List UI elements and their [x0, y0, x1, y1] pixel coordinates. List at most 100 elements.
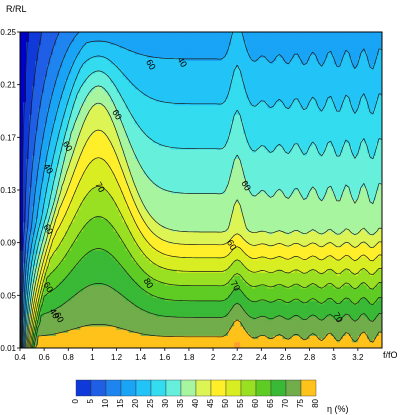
- contour-cell: [110, 306, 115, 311]
- contour-cell: [101, 92, 106, 96]
- contour-cell: [62, 32, 66, 36]
- contour-cell: [107, 85, 112, 90]
- contour-cell: [20, 50, 24, 55]
- contour-cell: [83, 322, 87, 327]
- contour-cell: [104, 126, 109, 131]
- contour-cell: [56, 202, 60, 207]
- contour-cell: [47, 47, 51, 52]
- contour-cell: [23, 54, 27, 58]
- contour-cell: [98, 316, 103, 321]
- contour-cell: [71, 335, 75, 340]
- contour-cell: [92, 253, 97, 257]
- contour-cell: [23, 171, 27, 175]
- contour-cell: [92, 107, 97, 112]
- contour-cell: [68, 35, 72, 39]
- contour-cell: [116, 269, 121, 273]
- contour-cell: [74, 174, 78, 178]
- contour-cell: [50, 212, 54, 216]
- contour-cell: [35, 152, 39, 156]
- contour-cell: [89, 246, 93, 251]
- contour-cell: [122, 341, 127, 346]
- contour-cell: [101, 272, 106, 276]
- contour-cell: [29, 148, 33, 153]
- contour-cell: [50, 111, 54, 115]
- contour-cell: [92, 111, 97, 115]
- contour-cell: [110, 272, 115, 276]
- contour-cell: [71, 123, 75, 128]
- contour-cell: [89, 76, 93, 80]
- contour-cell: [77, 284, 81, 289]
- contour-cell: [95, 76, 100, 80]
- contour-cell: [56, 205, 60, 210]
- contour-cell: [83, 107, 87, 112]
- contour-cell: [83, 212, 87, 216]
- contour-cell: [35, 145, 39, 150]
- contour-cell: [71, 313, 75, 317]
- contour-cell: [125, 335, 130, 340]
- contour-cell: [20, 57, 24, 62]
- contour-cell: [71, 325, 75, 330]
- contour-cell: [53, 218, 57, 223]
- contour-cell: [119, 278, 124, 283]
- contour-cell: [101, 231, 106, 235]
- contour-cell: [95, 164, 100, 169]
- contour-cell: [122, 79, 127, 84]
- contour-cell: [122, 221, 127, 226]
- contour-cell: [95, 199, 100, 204]
- contour-cell: [107, 54, 112, 58]
- contour-cell: [32, 69, 36, 74]
- contour-cell: [23, 35, 27, 39]
- contour-cell: [29, 224, 33, 229]
- contour-cell: [98, 111, 103, 115]
- contour-cell: [110, 297, 115, 302]
- contour-cell: [122, 253, 127, 257]
- contour-cell: [113, 47, 118, 52]
- contour-cell: [26, 164, 30, 169]
- contour-cell: [62, 313, 66, 317]
- contour-cell: [38, 92, 42, 96]
- contour-cell: [83, 265, 87, 270]
- contour-cell: [83, 215, 87, 220]
- contour-cell: [50, 190, 54, 194]
- contour-cell: [74, 300, 78, 305]
- contour-cell: [65, 287, 69, 292]
- contour-cell: [125, 269, 130, 273]
- contour-cell: [107, 177, 112, 182]
- contour-cell: [110, 180, 115, 185]
- contour-cell: [125, 278, 130, 283]
- contour-cell: [113, 284, 118, 289]
- contour-cell: [71, 316, 75, 321]
- contour-cell: [62, 69, 66, 74]
- contour-cell: [119, 88, 124, 93]
- contour-cell: [101, 275, 106, 280]
- contour-cell: [95, 278, 100, 283]
- contour-cell: [122, 278, 127, 283]
- contour-cell: [74, 215, 78, 220]
- contour-cell: [110, 215, 115, 220]
- contour-cell: [65, 231, 69, 235]
- contour-cell: [29, 190, 33, 194]
- contour-cell: [125, 158, 130, 163]
- contour-cell: [71, 161, 75, 166]
- contour-cell: [116, 111, 121, 115]
- contour-cell: [71, 164, 75, 169]
- contour-cell: [74, 344, 78, 348]
- contour-cell: [119, 161, 124, 166]
- contour-cell: [41, 76, 45, 80]
- contour-cell: [62, 329, 66, 333]
- contour-cell: [116, 76, 121, 80]
- contour-cell: [74, 237, 78, 242]
- contour-cell: [110, 164, 115, 169]
- contour-cell: [83, 123, 87, 128]
- contour-cell: [23, 152, 27, 156]
- contour-cell: [101, 227, 106, 232]
- contour-cell: [92, 152, 97, 156]
- contour-cell: [98, 319, 103, 324]
- contour-cell: [122, 287, 127, 292]
- contour-cell: [98, 139, 103, 144]
- contour-cell: [20, 250, 24, 254]
- contour-cell: [65, 139, 69, 144]
- contour-cell: [50, 79, 54, 84]
- contour-cell: [86, 221, 90, 226]
- contour-cell: [50, 88, 54, 93]
